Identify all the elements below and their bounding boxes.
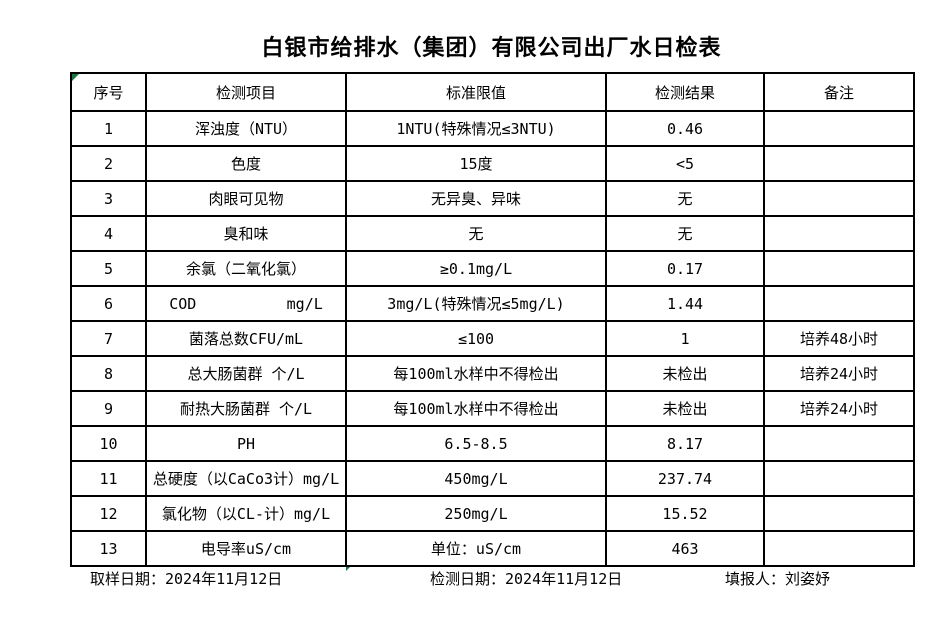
cell-index: 13 — [70, 530, 147, 567]
cell-item: 臭和味 — [145, 215, 347, 252]
cell-index: 7 — [70, 320, 147, 357]
cell-index: 8 — [70, 355, 147, 392]
table-row: 5 余氯（二氧化氯） ≥0.1mg/L 0.17 — [70, 250, 915, 287]
col-header-remark: 备注 — [763, 72, 915, 112]
cell-limit: 6.5-8.5 — [345, 425, 607, 462]
table-row: 4 臭和味 无 无 — [70, 215, 915, 252]
cell-limit: ≥0.1mg/L — [345, 250, 607, 287]
cell-item: 色度 — [145, 145, 347, 182]
cell-index: 1 — [70, 110, 147, 147]
inspection-table: 序号 检测项目 标准限值 检测结果 备注 1 浑浊度（NTU） 1NTU(特殊情… — [70, 72, 915, 567]
col-header-index: 序号 — [70, 72, 147, 112]
cell-item: 浑浊度（NTU） — [145, 110, 347, 147]
table-row: 2 色度 15度 <5 — [70, 145, 915, 182]
cell-result: 463 — [605, 530, 765, 567]
cell-item: PH — [145, 425, 347, 462]
reporter: 填报人：刘姿妤 — [725, 570, 831, 588]
cell-limit: 250mg/L — [345, 495, 607, 532]
col-header-result: 检测结果 — [605, 72, 765, 112]
table-row: 8 总大肠菌群 个/L 每100ml水样中不得检出 未检出 培养24小时 — [70, 355, 915, 392]
cell-index: 2 — [70, 145, 147, 182]
cell-limit: 无 — [345, 215, 607, 252]
cell-result: 237.74 — [605, 460, 765, 497]
cell-remark — [763, 460, 915, 497]
cell-item: 余氯（二氧化氯） — [145, 250, 347, 287]
cell-item: 肉眼可见物 — [145, 180, 347, 217]
cell-limit: 每100ml水样中不得检出 — [345, 390, 607, 427]
excel-corner-triangle-icon — [346, 565, 352, 571]
cell-remark — [763, 180, 915, 217]
col-header-limit: 标准限值 — [345, 72, 607, 112]
cell-index: 9 — [70, 390, 147, 427]
cell-limit: ≤100 — [345, 320, 607, 357]
cell-index: 4 — [70, 215, 147, 252]
cell-index: 5 — [70, 250, 147, 287]
cell-index: 3 — [70, 180, 147, 217]
cell-remark: 培养24小时 — [763, 390, 915, 427]
cell-item: 氯化物（以CL-计）mg/L — [145, 495, 347, 532]
cell-result: 0.46 — [605, 110, 765, 147]
cell-result: 无 — [605, 215, 765, 252]
cell-remark: 培养48小时 — [763, 320, 915, 357]
cell-item: 菌落总数CFU/mL — [145, 320, 347, 357]
cell-remark — [763, 215, 915, 252]
cell-remark — [763, 530, 915, 567]
cell-limit: 单位：uS/cm — [345, 530, 607, 567]
table-row: 1 浑浊度（NTU） 1NTU(特殊情况≤3NTU) 0.46 — [70, 110, 915, 147]
cell-result: 未检出 — [605, 355, 765, 392]
test-date: 检测日期：2024年11月12日 — [430, 570, 623, 588]
cell-limit: 每100ml水样中不得检出 — [345, 355, 607, 392]
cell-limit: 450mg/L — [345, 460, 607, 497]
cell-result: 未检出 — [605, 390, 765, 427]
cell-index: 11 — [70, 460, 147, 497]
footer: 取样日期：2024年11月12日 检测日期：2024年11月12日 填报人：刘姿… — [0, 568, 939, 592]
table-row: 10 PH 6.5-8.5 8.17 — [70, 425, 915, 462]
cell-item: 耐热大肠菌群 个/L — [145, 390, 347, 427]
cell-item: 总硬度（以CaCo3计）mg/L — [145, 460, 347, 497]
cell-remark — [763, 145, 915, 182]
table-row: 9 耐热大肠菌群 个/L 每100ml水样中不得检出 未检出 培养24小时 — [70, 390, 915, 427]
cell-limit: 15度 — [345, 145, 607, 182]
cell-remark — [763, 425, 915, 462]
cell-limit: 1NTU(特殊情况≤3NTU) — [345, 110, 607, 147]
cell-remark — [763, 110, 915, 147]
table-row: 6 COD mg/L 3mg/L(特殊情况≤5mg/L) 1.44 — [70, 285, 915, 322]
sample-date: 取样日期：2024年11月12日 — [90, 570, 283, 588]
cell-result: 15.52 — [605, 495, 765, 532]
table-row: 7 菌落总数CFU/mL ≤100 1 培养48小时 — [70, 320, 915, 357]
cell-remark: 培养24小时 — [763, 355, 915, 392]
cell-remark — [763, 495, 915, 532]
cell-result: 1 — [605, 320, 765, 357]
page-title: 白银市给排水（集团）有限公司出厂水日检表 — [261, 36, 722, 61]
header-row: 序号 检测项目 标准限值 检测结果 备注 — [70, 72, 915, 112]
cell-item: 电导率uS/cm — [145, 530, 347, 567]
cell-index: 10 — [70, 425, 147, 462]
col-header-item: 检测项目 — [145, 72, 347, 112]
cell-item: 总大肠菌群 个/L — [145, 355, 347, 392]
cell-limit: 3mg/L(特殊情况≤5mg/L) — [345, 285, 607, 322]
table-row: 13 电导率uS/cm 单位：uS/cm 463 — [70, 530, 915, 567]
cell-index: 6 — [70, 285, 147, 322]
cell-remark — [763, 285, 915, 322]
cell-result: 8.17 — [605, 425, 765, 462]
table-row: 3 肉眼可见物 无异臭、异味 无 — [70, 180, 915, 217]
table-row: 11 总硬度（以CaCo3计）mg/L 450mg/L 237.74 — [70, 460, 915, 497]
cell-result: 1.44 — [605, 285, 765, 322]
cell-index: 12 — [70, 495, 147, 532]
cell-remark — [763, 250, 915, 287]
cell-result: <5 — [605, 145, 765, 182]
table-row: 12 氯化物（以CL-计）mg/L 250mg/L 15.52 — [70, 495, 915, 532]
cell-result: 0.17 — [605, 250, 765, 287]
cell-result: 无 — [605, 180, 765, 217]
cell-item: COD mg/L — [145, 285, 347, 322]
cell-limit: 无异臭、异味 — [345, 180, 607, 217]
